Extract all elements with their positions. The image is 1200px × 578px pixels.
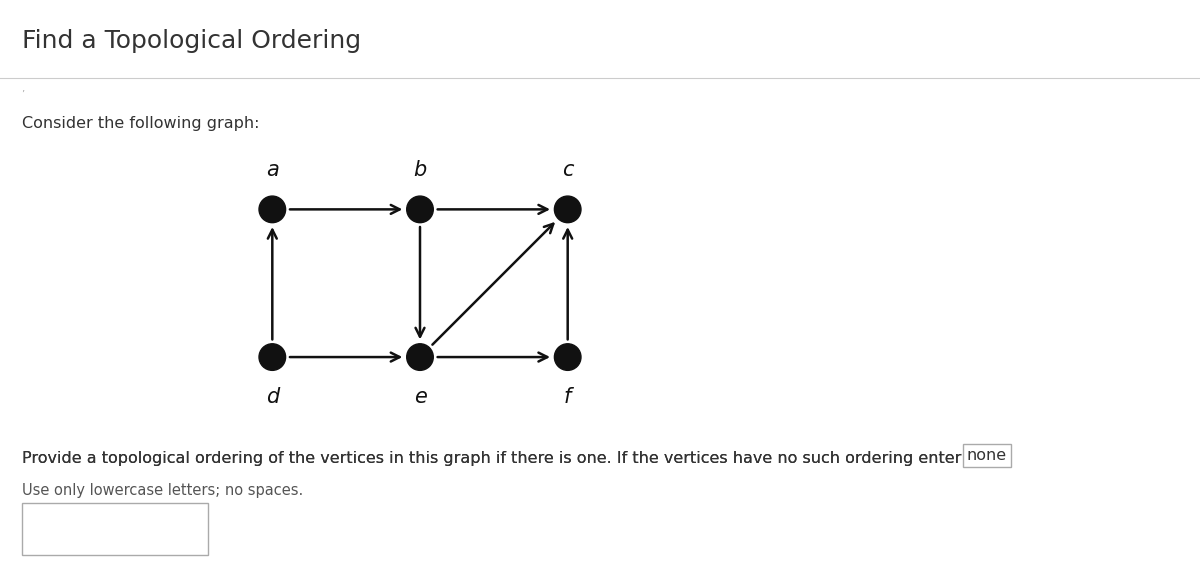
Circle shape xyxy=(407,196,433,223)
Text: Provide a topological ordering of the vertices in this graph if there is one. If: Provide a topological ordering of the ve… xyxy=(22,451,961,466)
Text: b: b xyxy=(413,160,427,180)
Text: none: none xyxy=(967,448,1007,463)
Circle shape xyxy=(259,344,286,370)
Circle shape xyxy=(554,196,581,223)
Text: d: d xyxy=(265,387,278,406)
Text: f: f xyxy=(564,387,571,406)
Circle shape xyxy=(259,196,286,223)
FancyBboxPatch shape xyxy=(22,503,208,555)
Text: Consider the following graph:: Consider the following graph: xyxy=(22,116,259,131)
Text: e: e xyxy=(414,387,426,406)
Text: ’: ’ xyxy=(22,90,25,99)
Text: c: c xyxy=(562,160,574,180)
Text: Provide a topological ordering of the vertices in this graph if there is one. If: Provide a topological ordering of the ve… xyxy=(22,451,961,466)
Text: Use only lowercase letters; no spaces.: Use only lowercase letters; no spaces. xyxy=(22,483,302,498)
Circle shape xyxy=(407,344,433,370)
Text: a: a xyxy=(266,160,278,180)
Circle shape xyxy=(554,344,581,370)
Text: Find a Topological Ordering: Find a Topological Ordering xyxy=(22,29,361,53)
